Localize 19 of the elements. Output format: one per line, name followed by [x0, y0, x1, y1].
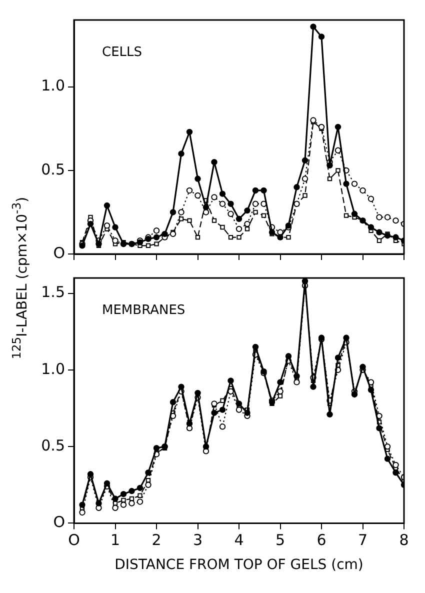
y-tick-label: O	[53, 244, 65, 262]
y-tick-label: 0.5	[41, 160, 65, 178]
x-tick-label: 6	[316, 531, 326, 550]
text: MEMBRANES	[102, 302, 186, 318]
x-tick-label: 8	[399, 531, 409, 550]
x-tick-label: 3	[192, 531, 203, 550]
x-axis-title: DISTANCE FROM TOP OF GELS (cm)	[114, 557, 364, 574]
y-tick-label: 1.0	[41, 360, 65, 378]
text: CELLS	[102, 44, 142, 60]
x-tick-label: 1	[110, 531, 120, 550]
y-tick-label: 1.0	[41, 76, 65, 95]
x-tick-label: 2	[152, 531, 162, 550]
y-tick-label: 1.5	[41, 283, 65, 302]
x-tick-label: 5	[275, 531, 286, 550]
y-tick-label: O	[53, 513, 65, 532]
x-tick-label: O	[68, 531, 80, 550]
x-tick-label: 4	[234, 531, 244, 550]
y-tick-label: 0.5	[41, 436, 65, 454]
x-tick-label: 7	[358, 531, 368, 550]
